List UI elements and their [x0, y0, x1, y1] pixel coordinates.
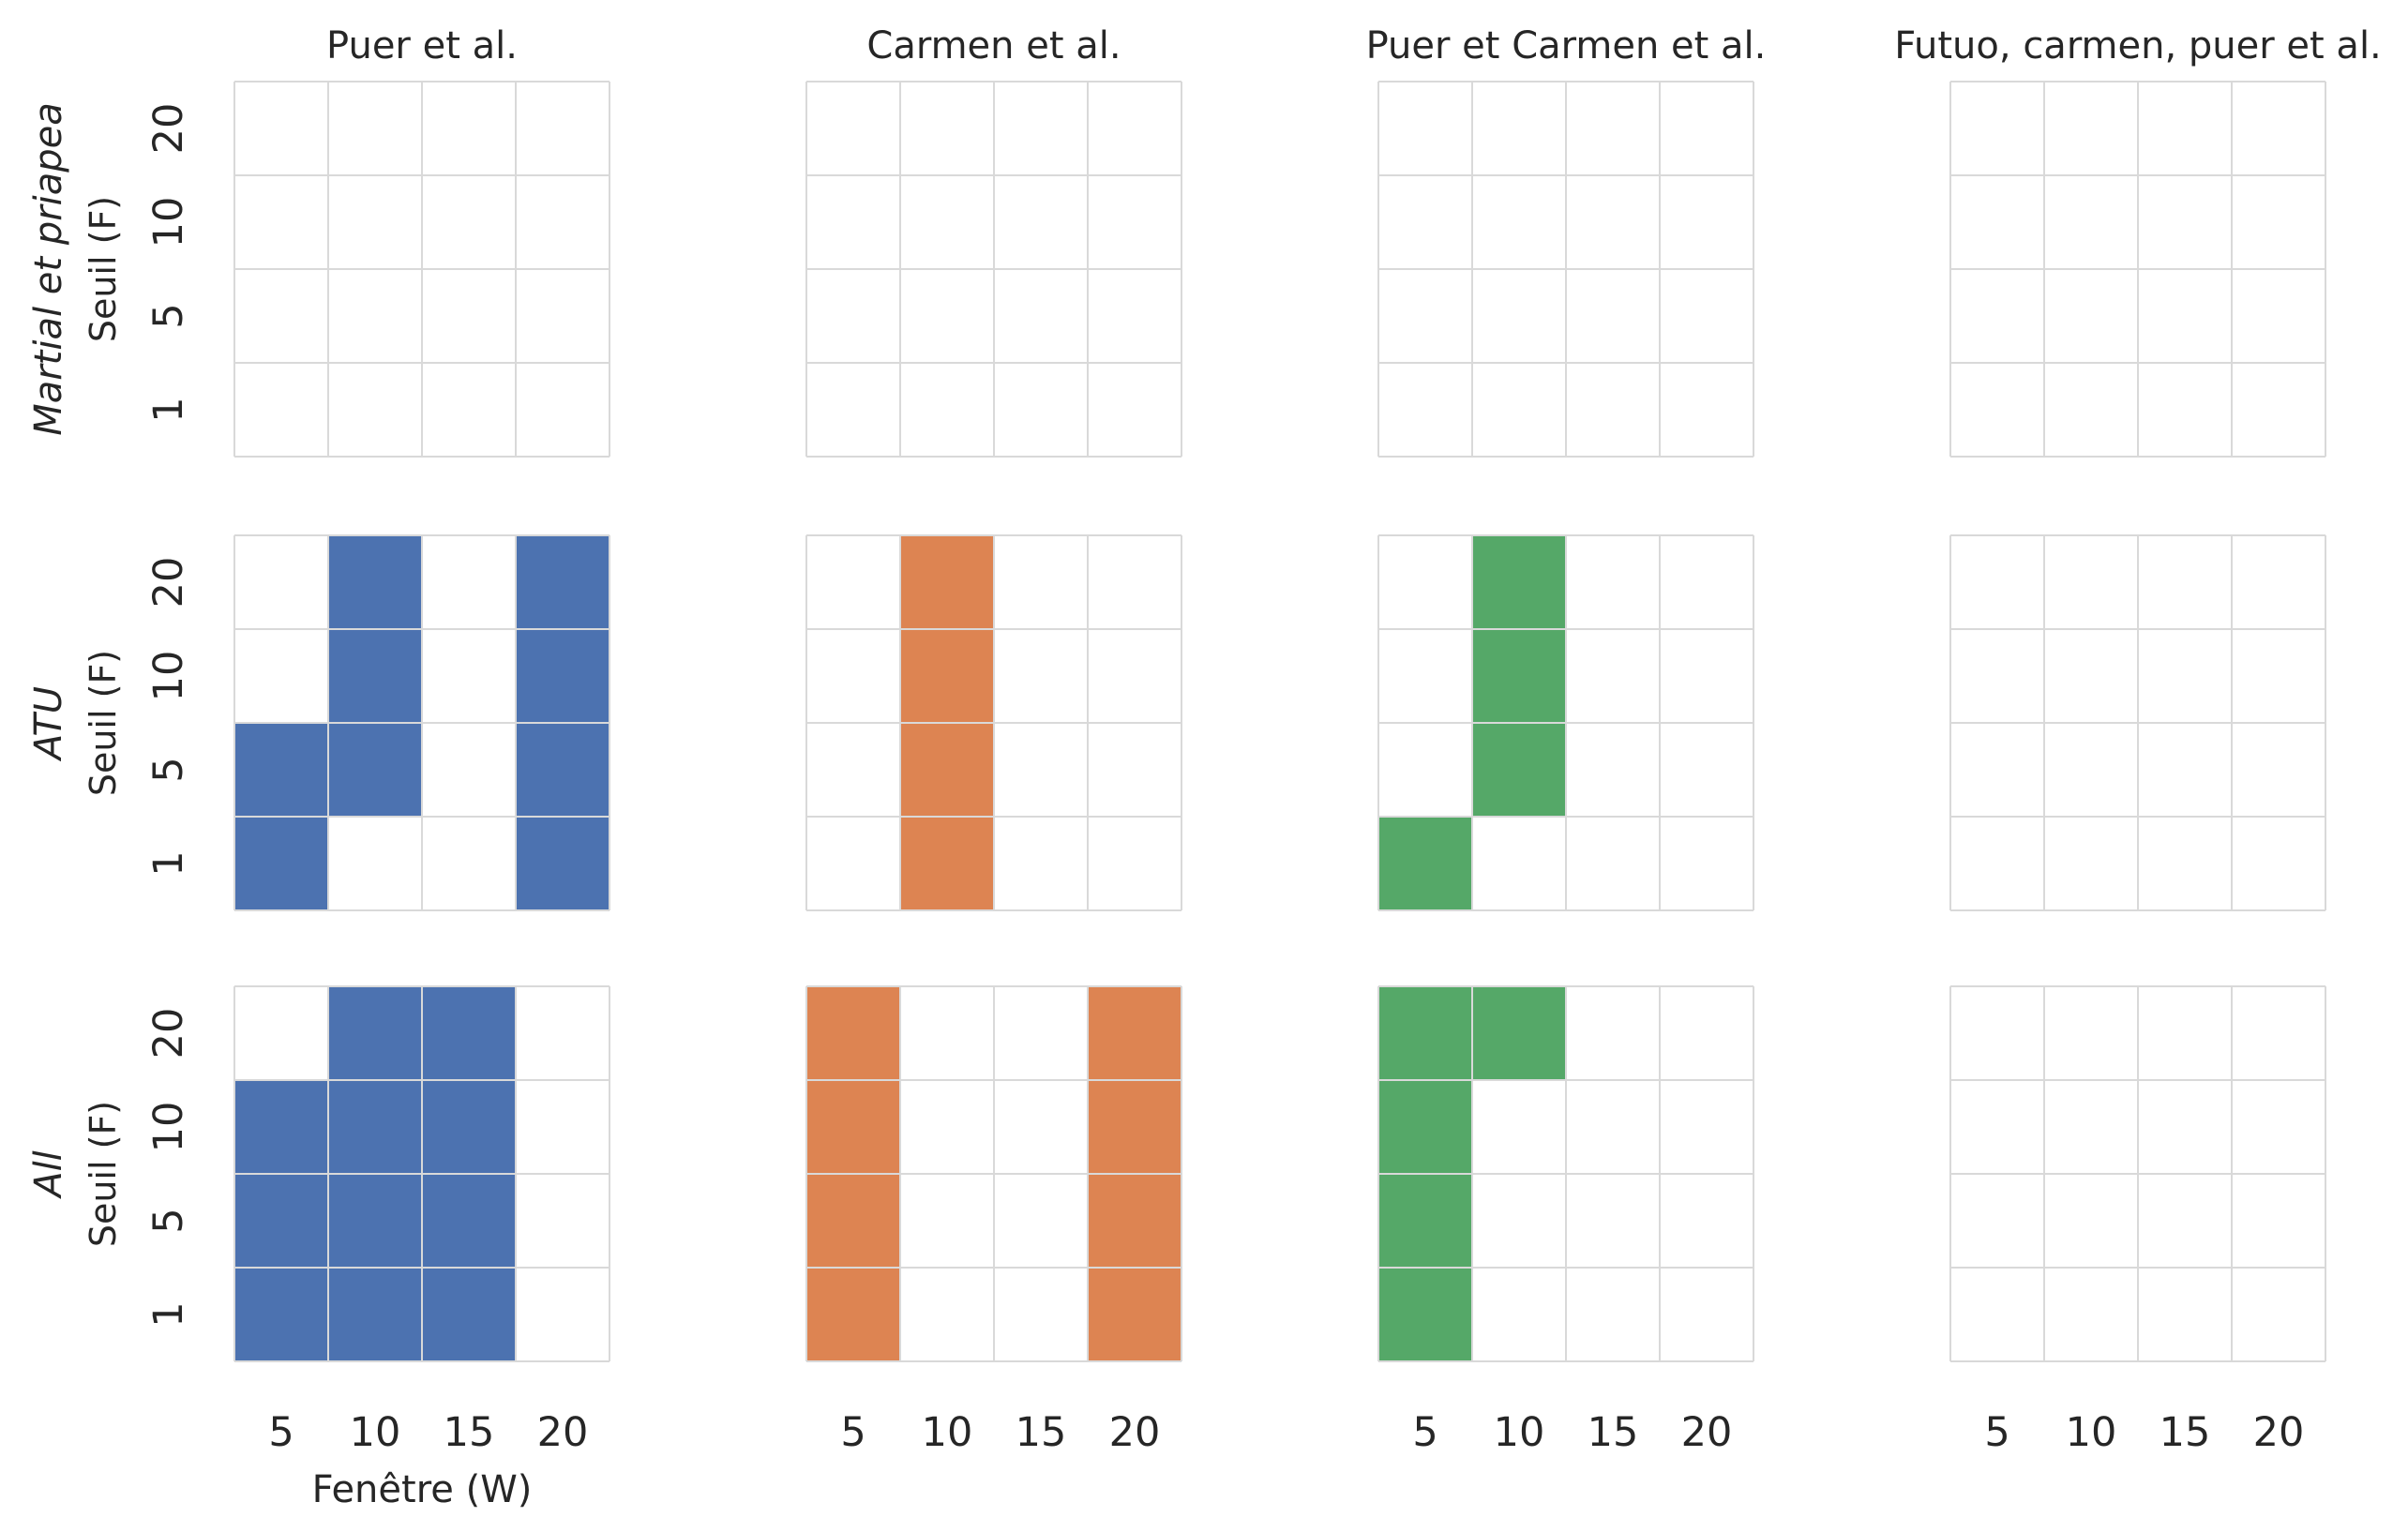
y-axis-label: Seuil (F)	[83, 1101, 124, 1247]
heatmap-cell-r1-c0-f20-w20	[516, 535, 610, 629]
heatmap-cell-r1-c2-f10-w10	[1472, 629, 1566, 723]
heatmap-cell-r1-c0-f5-w10	[328, 723, 422, 817]
heatmap-cell-r1-c0-f20-w10	[328, 535, 422, 629]
heatmap-cell-r1-c2-f5-w10	[1472, 723, 1566, 817]
heatmap-gridlines	[233, 81, 2326, 1362]
heatmap-cell-r2-c1-f20-w20	[1088, 986, 1181, 1080]
heatmap-cell-r1-c1-f10-w10	[900, 629, 994, 723]
heatmap-cell-r2-c0-f20-w15	[422, 986, 516, 1080]
x-tick-label: 10	[922, 1409, 973, 1456]
heatmap-cell-r1-c2-f20-w10	[1472, 535, 1566, 629]
heatmap-cell-r2-c1-f5-w5	[806, 1174, 900, 1268]
heatmap-cell-r2-c0-f10-w5	[234, 1080, 328, 1174]
x-tick-label: 5	[1412, 1409, 1437, 1456]
heatmap-cell-r1-c0-f5-w5	[234, 723, 328, 817]
x-tick-label: 15	[2160, 1409, 2211, 1456]
heatmap-cell-r1-c1-f1-w10	[900, 817, 994, 910]
y-tick-label: 5	[145, 1208, 192, 1233]
heatmap-cell-r2-c0-f1-w10	[328, 1268, 422, 1361]
x-tick-label: 10	[1494, 1409, 1545, 1456]
heatmap-cell-r2-c2-f20-w5	[1378, 986, 1472, 1080]
x-tick-label: 15	[1016, 1409, 1067, 1456]
y-tick-label: 1	[145, 850, 192, 876]
y-tick-label: 10	[145, 651, 192, 702]
x-tick-label: 20	[1109, 1409, 1161, 1456]
x-tick-label: 15	[1588, 1409, 1639, 1456]
heatmap-cell-r1-c0-f1-w5	[234, 817, 328, 910]
heatmap-cell-r2-c0-f5-w5	[234, 1174, 328, 1268]
heatmap-cell-r2-c1-f10-w5	[806, 1080, 900, 1174]
heatmap-cell-r2-c1-f1-w20	[1088, 1268, 1181, 1361]
heatmap-cell-r2-c2-f1-w5	[1378, 1268, 1472, 1361]
chart-text: Puer et al. Carmen et al. Puer et Carmen e…	[27, 24, 2382, 1511]
y-tick-label: 10	[145, 197, 192, 248]
panel-title-futuo-carmen-puer-et-al: Futuo, carmen, puer et al.	[1894, 24, 2382, 68]
x-tick-label: 15	[444, 1409, 495, 1456]
heatmap-cell-r1-c0-f10-w20	[516, 629, 610, 723]
x-tick-label: 5	[268, 1409, 293, 1456]
row-label-all: All	[27, 1150, 70, 1200]
y-tick-label: 1	[145, 397, 192, 422]
y-axis-label: Seuil (F)	[83, 196, 124, 342]
heatmap-cell-r1-c1-f20-w10	[900, 535, 994, 629]
heatmap-cell-r2-c0-f5-w15	[422, 1174, 516, 1268]
x-tick-label: 10	[350, 1409, 401, 1456]
panel-title-carmen-et-al: Carmen et al.	[866, 24, 1121, 68]
heatmap-cell-r2-c0-f1-w15	[422, 1268, 516, 1361]
heatmap-cell-r2-c1-f10-w20	[1088, 1080, 1181, 1174]
y-tick-label: 20	[145, 557, 192, 608]
panel-title-puer-et-al: Puer et al.	[326, 24, 518, 68]
heatmap-cell-r2-c0-f10-w15	[422, 1080, 516, 1174]
x-tick-label: 20	[2253, 1409, 2305, 1456]
heatmap-cell-r2-c0-f5-w10	[328, 1174, 422, 1268]
y-axis-label: Seuil (F)	[83, 650, 124, 796]
x-tick-label: 5	[1984, 1409, 2009, 1456]
panel-title-puer-et-carmen-et-al: Puer et Carmen et al.	[1366, 24, 1767, 68]
x-tick-label: 10	[2066, 1409, 2117, 1456]
heatmap-cell-r1-c2-f1-w5	[1378, 817, 1472, 910]
y-tick-label: 20	[145, 1008, 192, 1059]
x-tick-label: 5	[840, 1409, 865, 1456]
x-axis-label: Fenêtre (W)	[312, 1468, 533, 1511]
heatmap-cell-r2-c0-f20-w10	[328, 986, 422, 1080]
heatmap-cell-r2-c0-f10-w10	[328, 1080, 422, 1174]
heatmap-cell-r2-c1-f1-w5	[806, 1268, 900, 1361]
x-tick-label: 20	[537, 1409, 589, 1456]
y-tick-label: 10	[145, 1102, 192, 1153]
heatmap-cells	[234, 535, 1566, 1361]
heatmap-cell-r2-c1-f20-w5	[806, 986, 900, 1080]
heatmap-cell-r2-c0-f1-w5	[234, 1268, 328, 1361]
heatmap-cell-r1-c0-f10-w10	[328, 629, 422, 723]
heatmap-cell-r2-c1-f5-w20	[1088, 1174, 1181, 1268]
x-tick-label: 20	[1681, 1409, 1733, 1456]
heatmap-cell-r2-c2-f20-w10	[1472, 986, 1566, 1080]
y-tick-label: 5	[145, 303, 192, 328]
row-label-martial-et-priapea: Martial et priapea	[27, 102, 70, 436]
heatmap-cell-r1-c0-f5-w20	[516, 723, 610, 817]
heatmap-cell-r1-c1-f5-w10	[900, 723, 994, 817]
heatmap-cell-r2-c2-f5-w5	[1378, 1174, 1472, 1268]
y-tick-label: 20	[145, 103, 192, 155]
row-label-atu: ATU	[27, 686, 70, 762]
heatmap-cell-r2-c2-f10-w5	[1378, 1080, 1472, 1174]
heatmap-cell-r1-c0-f1-w20	[516, 817, 610, 910]
y-tick-label: 5	[145, 757, 192, 782]
y-tick-label: 1	[145, 1301, 192, 1327]
